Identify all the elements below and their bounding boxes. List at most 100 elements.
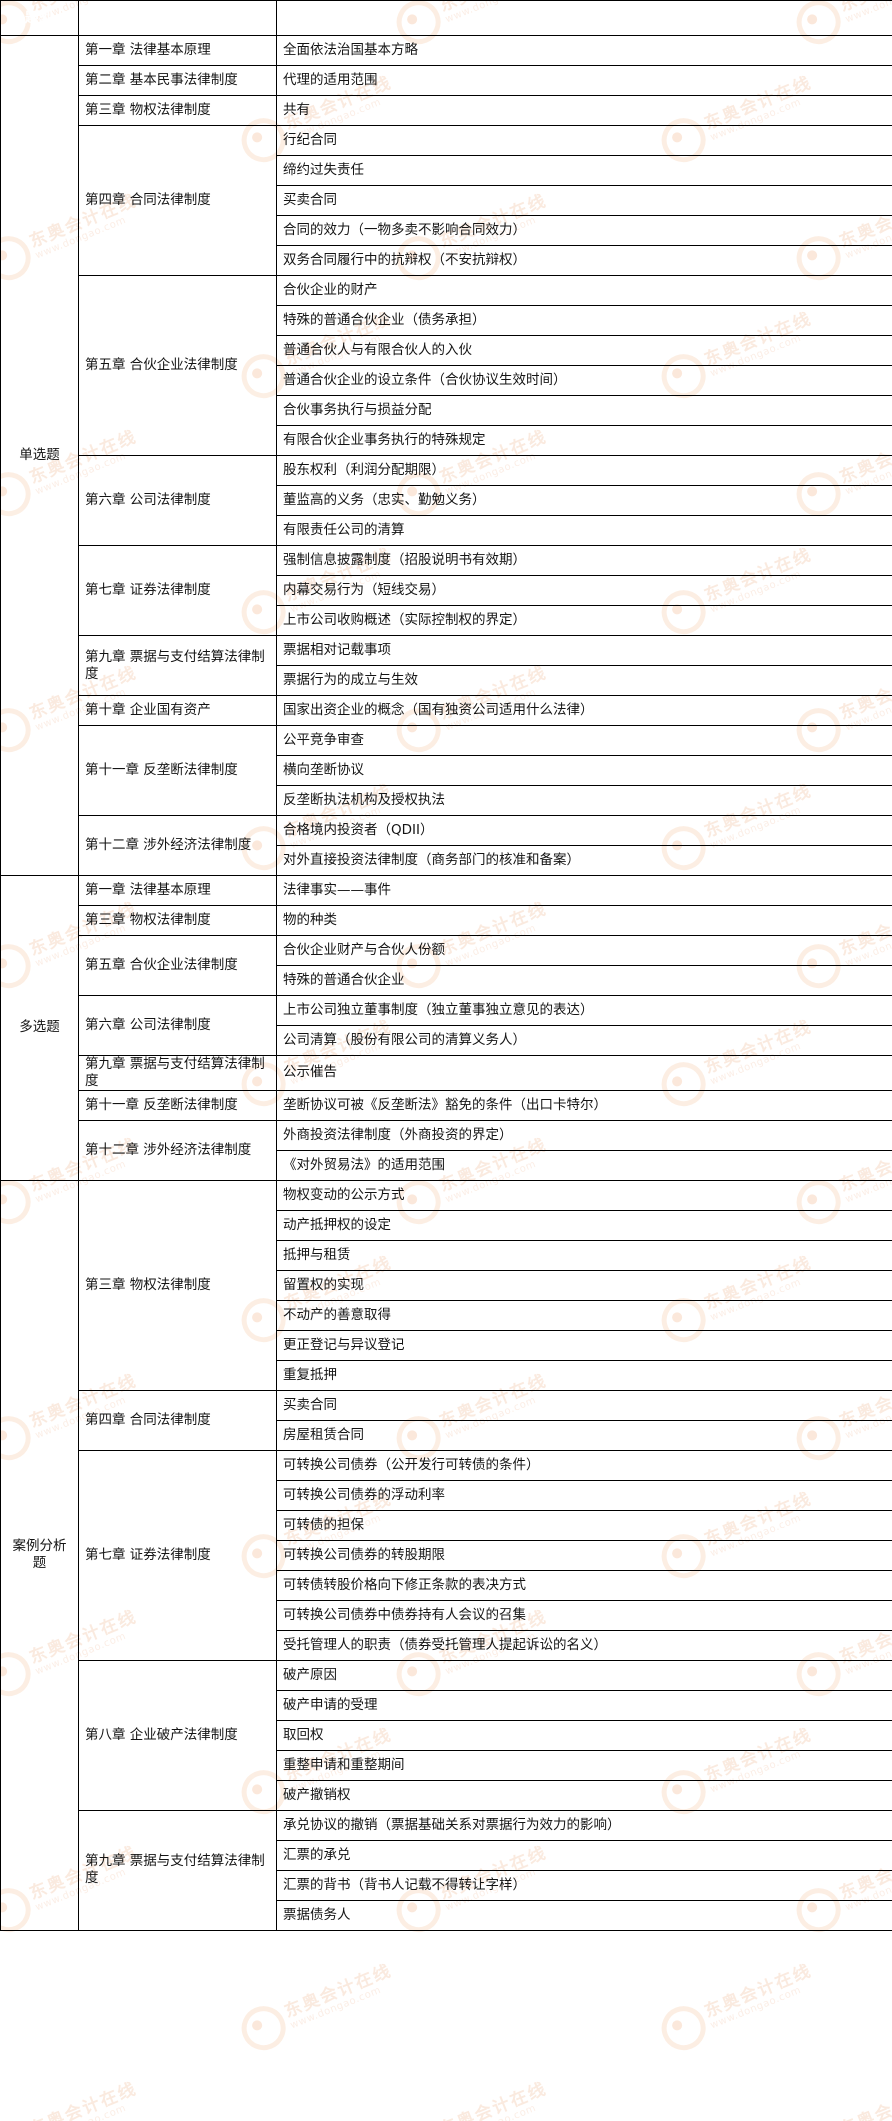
knowledge-point-cell: 有限责任公司的清算 [276, 515, 892, 546]
knowledge-point-cell: 票据相对记载事项 [276, 635, 892, 666]
table-row: 第八章 企业破产法律制度 破产原因 [1, 1659, 892, 1811]
knowledge-point-table: 题型 章节 知识点 单选题 第一章 法律基本原理 全面依法治国基本方略 第二章 基本民… [0, 0, 892, 1931]
table-row: 第六章 公司法律制度 上市公司独立董事制度（独立董事独立意见的表达） [1, 995, 892, 1056]
table-row: 双务合同履行中的抗辩权（不安抗辩权） [1, 245, 892, 276]
table-row: 第十章 企业国有资产 国家出资企业的概念（国有独资公司适用什么法律） [1, 695, 892, 726]
table-row: 第三章 物权法律制度 物的种类 [1, 905, 892, 936]
knowledge-point-cell: 抵押与租赁 [276, 1239, 892, 1271]
knowledge-point-cell: 可转换公司债券中债券持有人会议的召集 [276, 1599, 892, 1631]
table-row: 普通合伙人与有限合伙人的入伙 [1, 335, 892, 366]
table-row: 横向垄断协议 [1, 755, 892, 786]
table-row: 第十二章 涉外经济法律制度 合格境内投资者（QDII） [1, 815, 892, 876]
knowledge-point-cell: 特殊的普通合伙企业 [276, 965, 892, 996]
watermark-brand-url: www.dongao.com [34, 2097, 144, 2121]
knowledge-point-cell: 共有 [276, 95, 892, 126]
watermark-brand-url: www.dongao.com [444, 2097, 554, 2121]
table-row: 第九章 票据与支付结算法律制度 公示催告 [1, 1055, 892, 1091]
table-row: 董监高的义务（忠实、勤勉义务） [1, 485, 892, 516]
table-row: 第七章 证券法律制度 强制信息披露制度（招股说明书有效期） [1, 545, 892, 636]
chapter-cell: 第六章 公司法律制度 [78, 455, 277, 546]
table-row: 可转换公司债券的转股期限 [1, 1539, 892, 1571]
question-type-cell: 多选题 [0, 875, 79, 1181]
table-row: 第五章 合伙企业法律制度 合伙企业的财产 [1, 275, 892, 456]
table-row: 内幕交易行为（短线交易） [1, 575, 892, 606]
table-row: 公司清算（股份有限公司的清算义务人） [1, 1025, 892, 1056]
knowledge-point-cell: 不动产的善意取得 [276, 1299, 892, 1331]
chapter-cell: 第七章 证券法律制度 [78, 1449, 277, 1661]
watermark-logo-icon [655, 1999, 713, 2057]
knowledge-point-cell: 普通合伙人与有限合伙人的入伙 [276, 335, 892, 366]
knowledge-point-cell: 横向垄断协议 [276, 755, 892, 786]
knowledge-point-cell: 代理的适用范围 [276, 65, 892, 96]
table-row: 票据行为的成立与生效 [1, 665, 892, 696]
table-row: 房屋租赁合同 [1, 1419, 892, 1451]
chapter-cell: 第八章 企业破产法律制度 [78, 1659, 277, 1811]
table-row: 第十一章 反垄断法律制度 垄断协议可被《反垄断法》豁免的条件（出口卡特尔） [1, 1089, 892, 1121]
chapter-cell: 第三章 物权法律制度 [78, 905, 277, 936]
chapter-cell: 第十一章 反垄断法律制度 [78, 725, 277, 816]
knowledge-point-cell: 留置权的实现 [276, 1269, 892, 1301]
table-row: 更正登记与异议登记 [1, 1329, 892, 1361]
table-row: 第七章 证券法律制度 可转换公司债券（公开发行可转债的条件） [1, 1449, 892, 1661]
knowledge-point-cell: 外商投资法律制度（外商投资的界定） [276, 1119, 892, 1151]
table-row: 多选题 第一章 法律基本原理 法律事实——事件 [0, 875, 892, 1181]
watermark-logo-icon [790, 2117, 848, 2121]
header-question-type: 题型 [0, 0, 79, 36]
knowledge-point-cell: 董监高的义务（忠实、勤勉义务） [276, 485, 892, 516]
knowledge-point-cell: 法律事实——事件 [276, 875, 892, 906]
table-row: 汇票的背书（背书人记载不得转让字样） [1, 1869, 892, 1901]
table-row: 第六章 公司法律制度 股东权利（利润分配期限） [1, 455, 892, 546]
knowledge-point-cell: 有限合伙企业事务执行的特殊规定 [276, 425, 892, 456]
chapter-cell: 第一章 法律基本原理 [78, 35, 277, 66]
knowledge-point-cell: 买卖合同 [276, 1389, 892, 1421]
knowledge-point-cell: 破产撤销权 [276, 1779, 892, 1811]
chapter-cell: 第九章 票据与支付结算法律制度 [78, 1055, 277, 1091]
table-row: 反垄断执法机构及授权执法 [1, 785, 892, 816]
knowledge-point-cell: 买卖合同 [276, 185, 892, 216]
chapter-cell: 第十二章 涉外经济法律制度 [78, 815, 277, 876]
knowledge-point-cell: 物权变动的公示方式 [276, 1179, 892, 1211]
knowledge-point-cell: 双务合同履行中的抗辩权（不安抗辩权） [276, 245, 892, 276]
knowledge-point-cell: 重整申请和重整期间 [276, 1749, 892, 1781]
chapter-cell: 第十二章 涉外经济法律制度 [78, 1119, 277, 1181]
chapter-cell: 第九章 票据与支付结算法律制度 [78, 635, 277, 696]
table-header: 题型 章节 知识点 [0, 0, 892, 36]
question-type-cell: 单选题 [0, 35, 79, 876]
table-row: 重复抵押 [1, 1359, 892, 1391]
knowledge-point-cell: 上市公司收购概述（实际控制权的界定） [276, 605, 892, 636]
knowledge-point-cell: 更正登记与异议登记 [276, 1329, 892, 1361]
table-row: 重整申请和重整期间 [1, 1749, 892, 1781]
watermark-logo-icon [235, 1999, 293, 2057]
chapter-cell: 第十章 企业国有资产 [78, 695, 277, 726]
chapter-cell: 第六章 公司法律制度 [78, 995, 277, 1056]
watermark-brand-url: www.dongao.com [288, 1984, 383, 2032]
table-row: 单选题 第一章 法律基本原理 全面依法治国基本方略 [0, 35, 892, 876]
chapter-cell: 第九章 票据与支付结算法律制度 [78, 1809, 277, 1931]
chapter-cell: 第七章 证券法律制度 [78, 545, 277, 636]
table-row: 可转换公司债券中债券持有人会议的召集 [1, 1599, 892, 1631]
chapter-cell: 第五章 合伙企业法律制度 [78, 275, 277, 456]
knowledge-point-cell: 国家出资企业的概念（国有独资公司适用什么法律） [276, 695, 892, 726]
chapter-cell: 第四章 合同法律制度 [78, 125, 277, 276]
watermark-brand-cn: 东奥会计在线 [836, 2078, 892, 2121]
knowledge-point-cell: 汇票的承兑 [276, 1839, 892, 1871]
chapter-cell: 第十一章 反垄断法律制度 [78, 1089, 277, 1121]
knowledge-point-cell: 合伙事务执行与损益分配 [276, 395, 892, 426]
header-row: 题型 章节 知识点 [0, 0, 892, 36]
table-row: 可转换公司债券的浮动利率 [1, 1479, 892, 1511]
knowledge-point-cell: 公示催告 [276, 1055, 892, 1091]
knowledge-point-cell: 票据行为的成立与生效 [276, 665, 892, 696]
knowledge-point-cell: 可转换公司债券的转股期限 [276, 1539, 892, 1571]
table-row: 第三章 物权法律制度 共有 [1, 95, 892, 126]
table-row: 第五章 合伙企业法律制度 合伙企业财产与合伙人份额 [1, 935, 892, 996]
knowledge-point-cell: 物的种类 [276, 905, 892, 936]
table-row: 受托管理人的职责（债券受托管理人提起诉讼的名义） [1, 1629, 892, 1661]
table-row: 买卖合同 [1, 185, 892, 216]
knowledge-point-cell: 可转债转股价格向下修正条款的表决方式 [276, 1569, 892, 1601]
knowledge-point-cell: 垄断协议可被《反垄断法》豁免的条件（出口卡特尔） [276, 1089, 892, 1121]
watermark-brand-cn: 东奥会计在线 [26, 2078, 140, 2121]
